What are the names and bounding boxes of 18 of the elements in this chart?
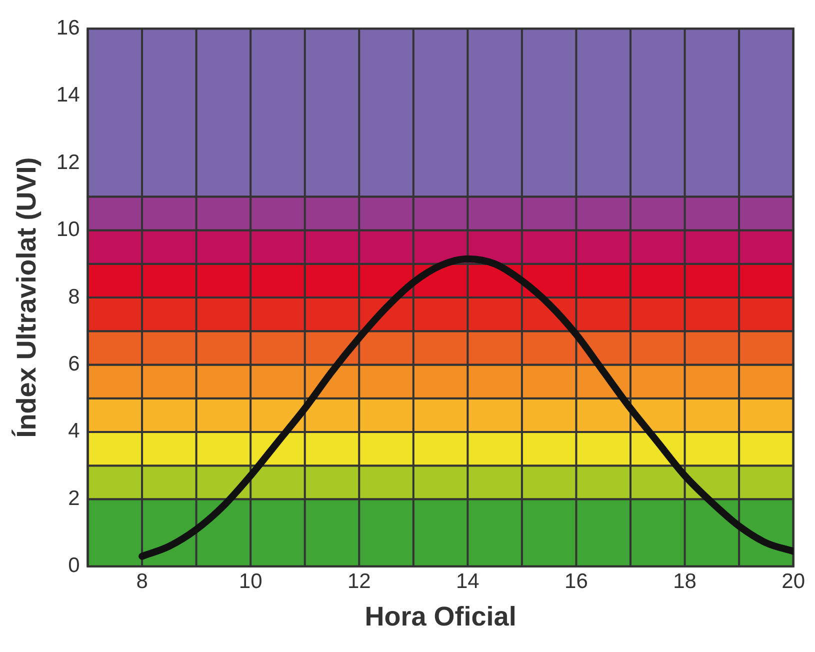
y-tick-label: 6: [68, 352, 80, 376]
y-tick-label: 2: [68, 486, 80, 510]
x-tick-label: 18: [673, 570, 696, 593]
y-tick-label: 14: [56, 84, 80, 107]
x-tick-label: 12: [347, 570, 371, 593]
y-tick-label: 16: [56, 16, 80, 40]
y-tick-label: 10: [56, 218, 80, 242]
x-axis-title: Hora Oficial: [364, 601, 516, 632]
x-tick-label: 14: [456, 570, 480, 593]
y-axis-title: Índex Ultraviolat (UVI): [12, 157, 42, 438]
y-tick-label: 8: [68, 285, 80, 308]
y-tick-label: 12: [56, 150, 80, 174]
y-tick-label: 0: [68, 554, 80, 578]
x-tick-label: 8: [136, 570, 148, 593]
x-tick-label: 10: [238, 570, 262, 593]
y-tick-label: 4: [68, 420, 80, 443]
x-tick-label: 20: [782, 570, 805, 593]
x-tick-label: 16: [564, 570, 588, 593]
